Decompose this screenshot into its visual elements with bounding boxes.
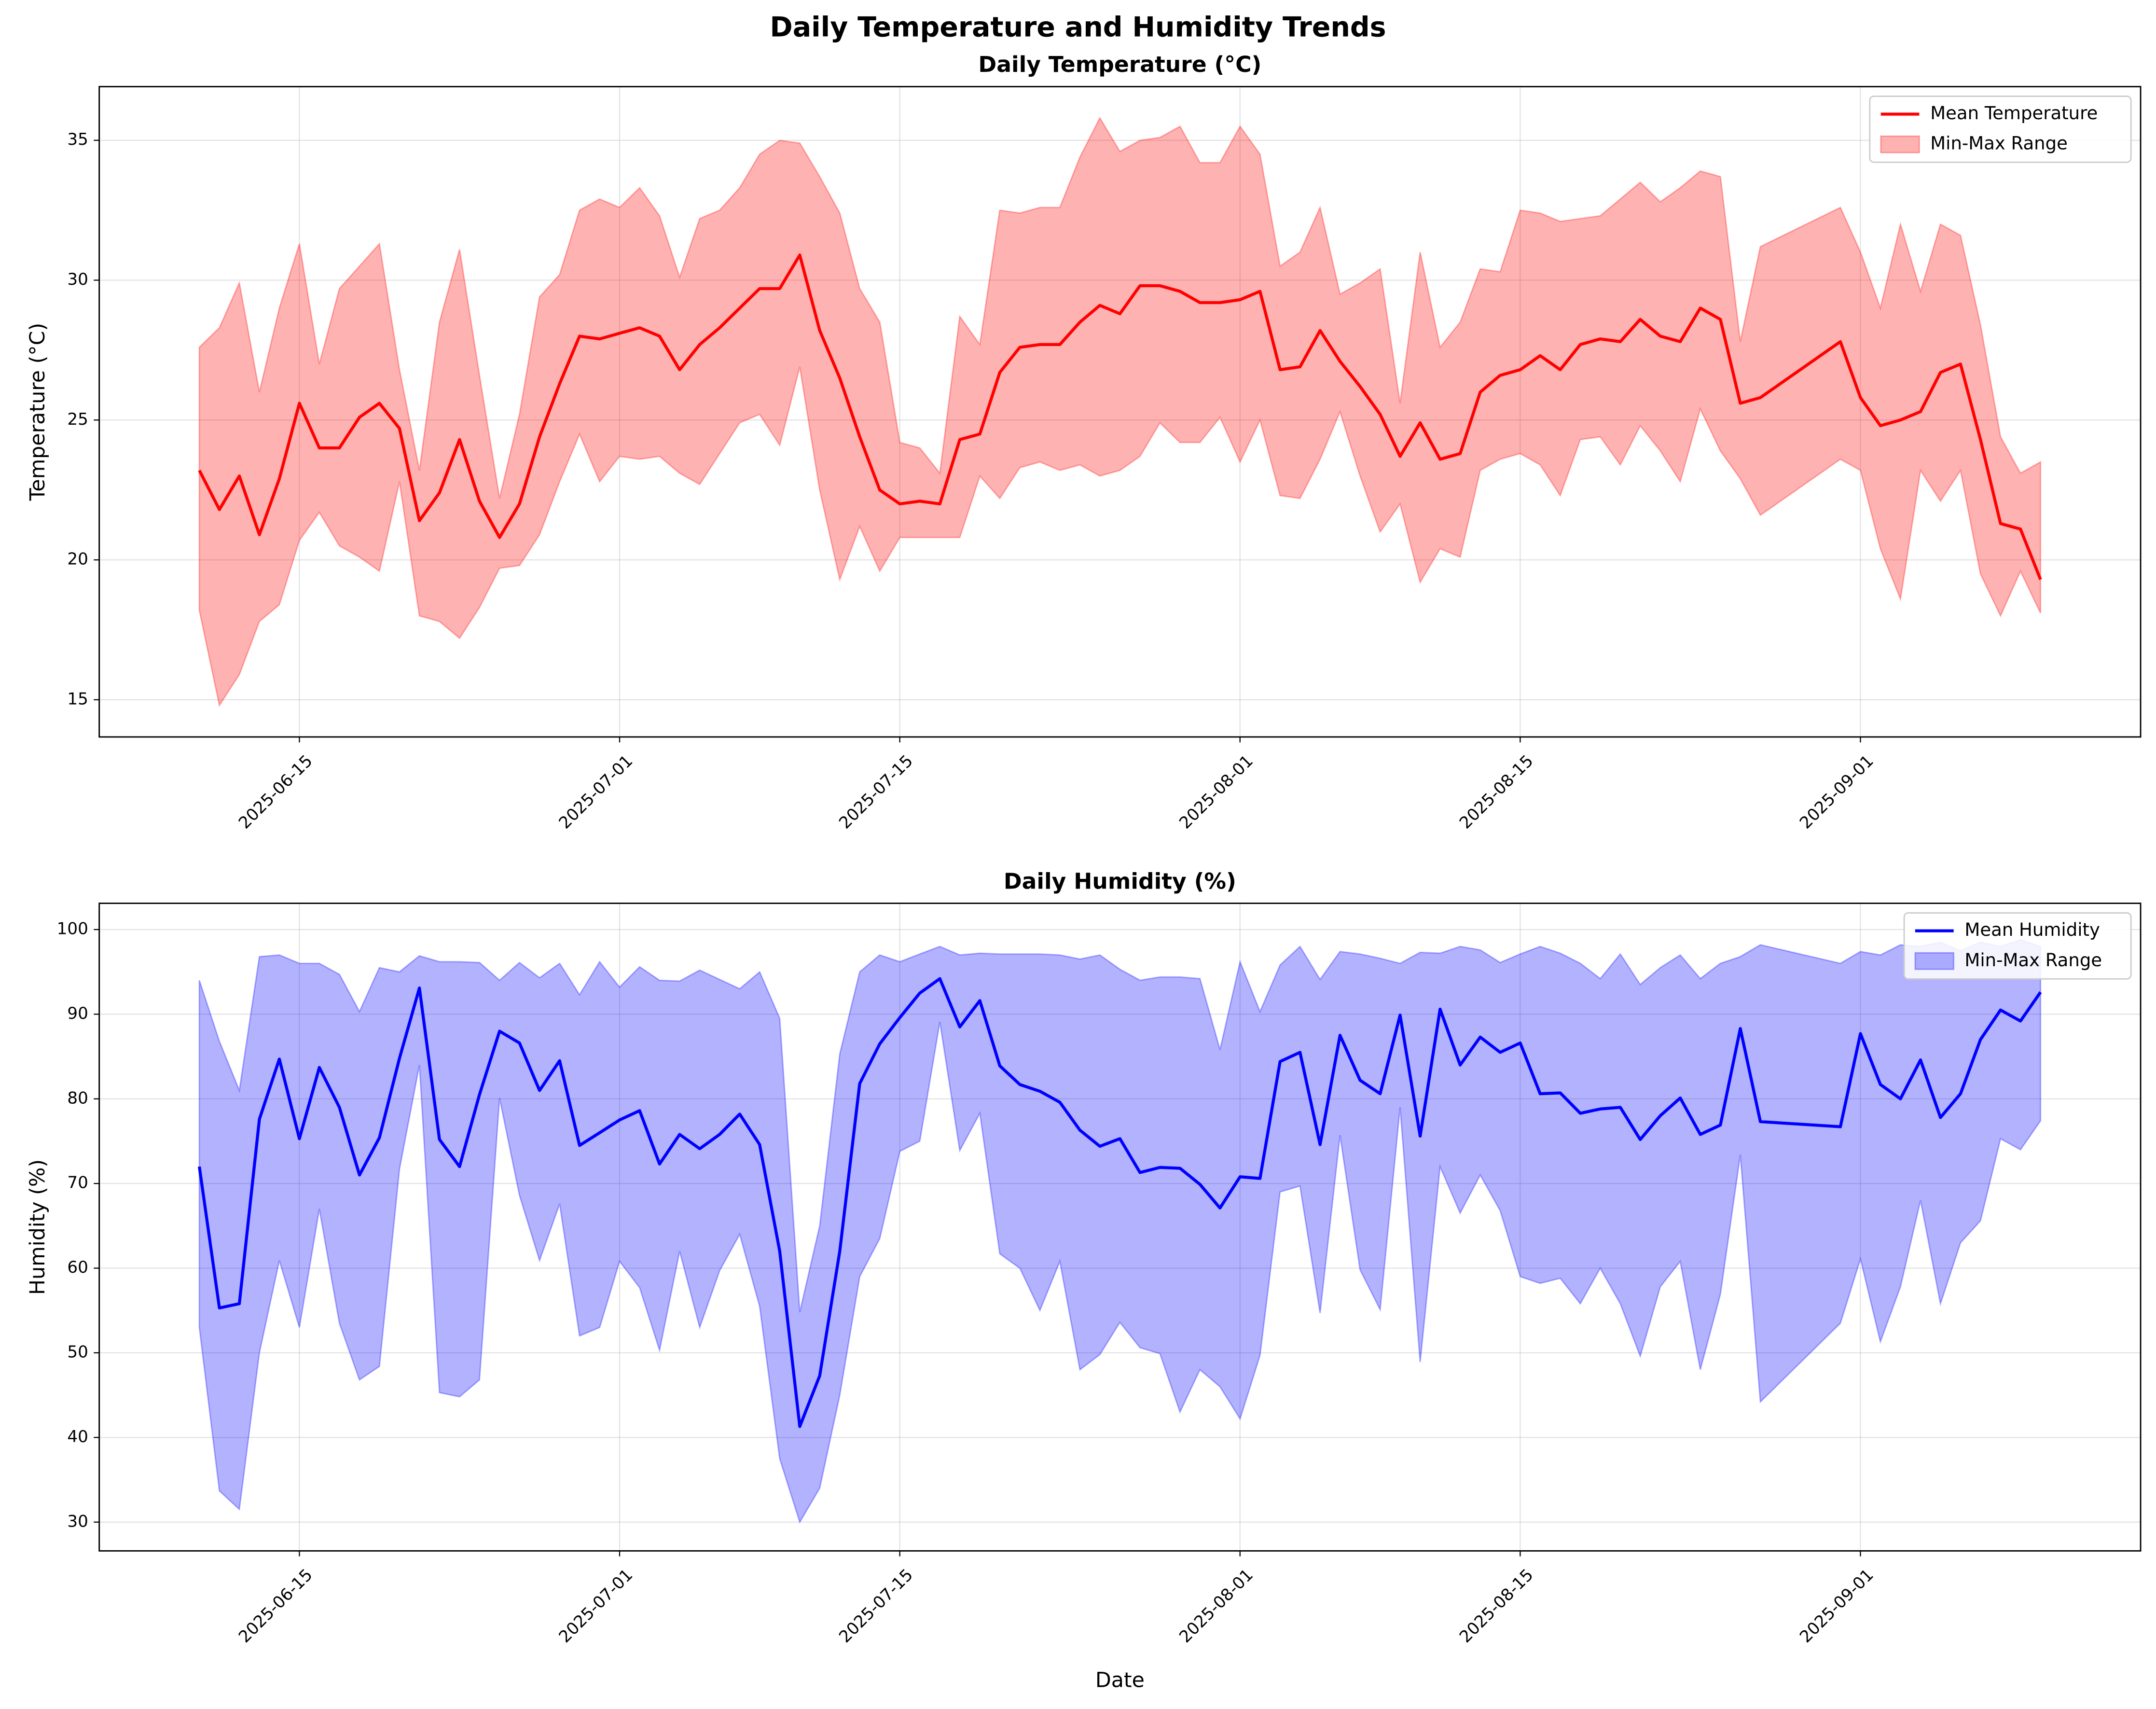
x-axis-label: Date: [1095, 1668, 1145, 1693]
y-tick-label: 50: [67, 1342, 88, 1362]
legend-box: [1869, 95, 2132, 163]
y-tick-label: 20: [67, 550, 88, 569]
subplot-title: Daily Humidity (%): [1004, 868, 1236, 894]
y-tick-label: 30: [67, 270, 88, 289]
y-tick-label: 70: [67, 1173, 88, 1193]
y-tick-label: 90: [67, 1004, 88, 1023]
y-tick-label: 15: [67, 689, 88, 709]
y-tick-label: 100: [57, 919, 88, 939]
y-tick-label: 25: [67, 410, 88, 429]
range-band: [198, 939, 2042, 1524]
legend-label: Min-Max Range: [1964, 950, 2102, 971]
range-band: [198, 116, 2042, 708]
legend: Mean Temperature Min-Max Range: [1869, 95, 2132, 163]
y-tick-label: 30: [67, 1512, 88, 1531]
y-tick-label: 60: [67, 1258, 88, 1277]
y-axis-label: Temperature (°C): [26, 323, 50, 501]
subplot-title: Daily Temperature (°C): [978, 52, 1261, 77]
figure-title: Daily Temperature and Humidity Trends: [770, 11, 1386, 43]
legend-label: Min-Max Range: [1930, 133, 2068, 154]
axes-frame: [98, 903, 2142, 1552]
y-tick-label: 80: [67, 1088, 88, 1108]
legend-label: Mean Humidity: [1964, 919, 2100, 940]
legend-box: [1903, 912, 2132, 980]
legend-label: Mean Temperature: [1930, 103, 2098, 124]
y-tick-label: 35: [67, 130, 88, 149]
axes-frame: [98, 86, 2142, 738]
legend: Mean Humidity Min-Max Range: [1903, 912, 2132, 980]
legend-swatch: [1914, 952, 1955, 970]
legend-swatch: [1880, 135, 1920, 153]
y-tick-label: 40: [67, 1427, 88, 1446]
mean-line: [197, 977, 2042, 1428]
mean-line: [198, 253, 2042, 580]
y-axis-label: Humidity (%): [26, 1159, 50, 1295]
